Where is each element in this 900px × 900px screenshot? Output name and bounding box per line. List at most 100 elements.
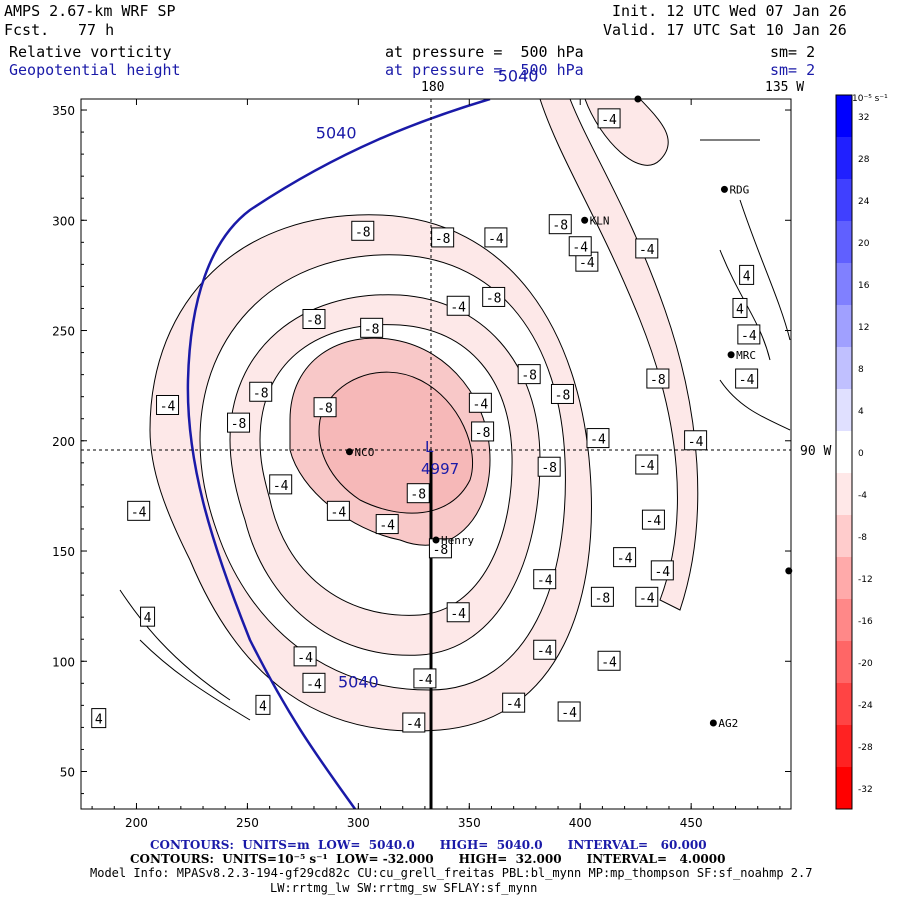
vorticity-label-box	[446, 602, 470, 623]
vorticity-label-box	[533, 569, 557, 590]
vorticity-label: -4	[473, 397, 489, 412]
station-label: NCO	[354, 446, 374, 459]
vorticity-label: -8	[435, 232, 451, 247]
y-tick-label: 300	[52, 214, 75, 228]
station-marker	[709, 719, 717, 727]
height-contour-label: 5040	[316, 124, 357, 143]
height-contour-label: 5040	[338, 673, 379, 692]
vorticity-label-box	[482, 286, 506, 307]
vorticity-label-box	[548, 214, 572, 235]
field1-name: Relative vorticity	[9, 43, 172, 61]
colorbar-segment	[836, 389, 852, 432]
colorbar-tick-label: 28	[858, 155, 870, 165]
lon-135w-label: 135 W	[765, 80, 804, 95]
colorbar-tick-label: 20	[858, 239, 870, 249]
vorticity-label-box	[533, 639, 557, 660]
vorticity-label-box	[140, 606, 156, 627]
y-tick-label: 50	[60, 766, 75, 780]
vorticity-label-box	[537, 456, 561, 477]
lon-180-label: 180	[421, 80, 444, 95]
vorticity-label: -4	[617, 552, 633, 567]
station-label: AG2	[718, 717, 738, 730]
colorbar-segment	[836, 179, 852, 222]
vorticity-label: -4	[306, 677, 322, 692]
y-tick-label: 150	[52, 545, 75, 559]
station-label: KLN	[590, 214, 610, 227]
vorticity-label: -8	[555, 388, 571, 403]
vorticity-label-box	[428, 538, 452, 559]
vorticity-label: -4	[131, 505, 147, 520]
vorticity-label: 4	[743, 269, 751, 284]
vorticity-label-box	[406, 483, 430, 504]
vorticity-label-box	[313, 397, 337, 418]
colorbar-tick-label: 12	[858, 323, 869, 333]
vorticity-label: -8	[317, 402, 333, 417]
height-contour-label: 5040	[498, 66, 539, 85]
title: AMPS 2.67-km WRF SP	[4, 2, 176, 20]
colorbar-segment	[836, 473, 852, 516]
vorticity-label-box	[735, 368, 759, 389]
vorticity-label: 4	[736, 302, 744, 317]
station-marker	[432, 536, 440, 544]
x-tick-label: 350	[458, 816, 481, 830]
footer-model-info: Model Info: MPASv8.2.3-194-gf29cd82c CU:…	[90, 866, 813, 880]
vorticity-label: -8	[231, 417, 247, 432]
low-center-value: 4997	[421, 460, 459, 478]
vorticity-center	[318, 371, 474, 514]
y-tick-label: 200	[52, 435, 75, 449]
vorticity-label: -4	[639, 459, 655, 474]
vorticity-label: -4	[639, 243, 655, 258]
vorticity-label-box	[468, 392, 492, 413]
colorbar-tick-label: -8	[858, 533, 867, 543]
vorticity-label-box	[127, 500, 151, 521]
vorticity-label: -4	[331, 505, 347, 520]
vorticity-e-streaks	[700, 139, 791, 431]
colorbar-segment	[836, 137, 852, 180]
forecast-label: Fcst.	[4, 21, 50, 39]
vorticity-label-box	[635, 238, 659, 259]
vorticity-label-box	[568, 236, 592, 257]
forecast-value: 77 h	[78, 21, 115, 39]
vorticity-labels: -4 -8 -8 -4 -4 -4 -8 -4 4 4 -8 -4 -8 -8 -4 -8 -8 -4 -8 -8 -4…	[91, 108, 761, 733]
vorticity-label-box	[641, 509, 665, 530]
vorticity-label-box	[737, 324, 761, 345]
vorticity-label: -4	[741, 329, 757, 344]
vorticity-label-box	[249, 381, 273, 402]
stations: NCO Henry KLN RDG MRC AG2	[345, 95, 793, 730]
colorbar-tick-label: 4	[858, 407, 864, 417]
vorticity-label: -4	[506, 697, 522, 712]
axes: 200 250 300 350 400 450 50 100 150 200 250 300 350	[52, 99, 791, 830]
vorticity-label: -4	[537, 574, 553, 589]
vorticity-label: -4	[406, 717, 422, 732]
vorticity-label-box	[255, 694, 271, 715]
vorticity-label-box	[402, 712, 426, 733]
station-marker	[720, 185, 728, 193]
vorticity-label: -4	[160, 399, 176, 414]
colorbar: 32 28 24 20 16 12 8 4 0 -4 -8 -12 -16 -20 -24 -28 -32	[835, 94, 873, 810]
vorticity-label: -4	[646, 514, 662, 529]
x-tick-label: 400	[569, 816, 592, 830]
colorbar-segment	[836, 515, 852, 558]
vorticity-label-box	[597, 108, 621, 129]
field2-name: Geopotential height	[9, 61, 181, 79]
colorbar-tick-label: -32	[858, 785, 873, 795]
colorbar-tick-label: -20	[858, 659, 873, 669]
valid-time: Valid. 17 UTC Sat 10 Jan 26	[603, 21, 847, 39]
vorticity-label-box	[156, 394, 180, 415]
vorticity-label: -4	[537, 644, 553, 659]
vorticity-label: -8	[253, 386, 269, 401]
colorbar-tick-label: -24	[858, 701, 873, 711]
colorbar-tick-label: -28	[858, 743, 873, 753]
station-marker	[785, 567, 793, 575]
vorticity-label-box	[302, 672, 326, 693]
vorticity-label: -4	[561, 706, 577, 721]
vorticity-ne-band	[539, 99, 699, 611]
station-label: MRC	[736, 349, 756, 362]
colorbar-segment	[836, 95, 852, 138]
vorticity-label: -8	[486, 291, 502, 306]
height-labels: 5040 5040 5040	[316, 66, 539, 691]
vorticity-label-box	[293, 646, 317, 667]
colorbar-segment	[836, 263, 852, 306]
station-label: RDG	[729, 183, 749, 196]
